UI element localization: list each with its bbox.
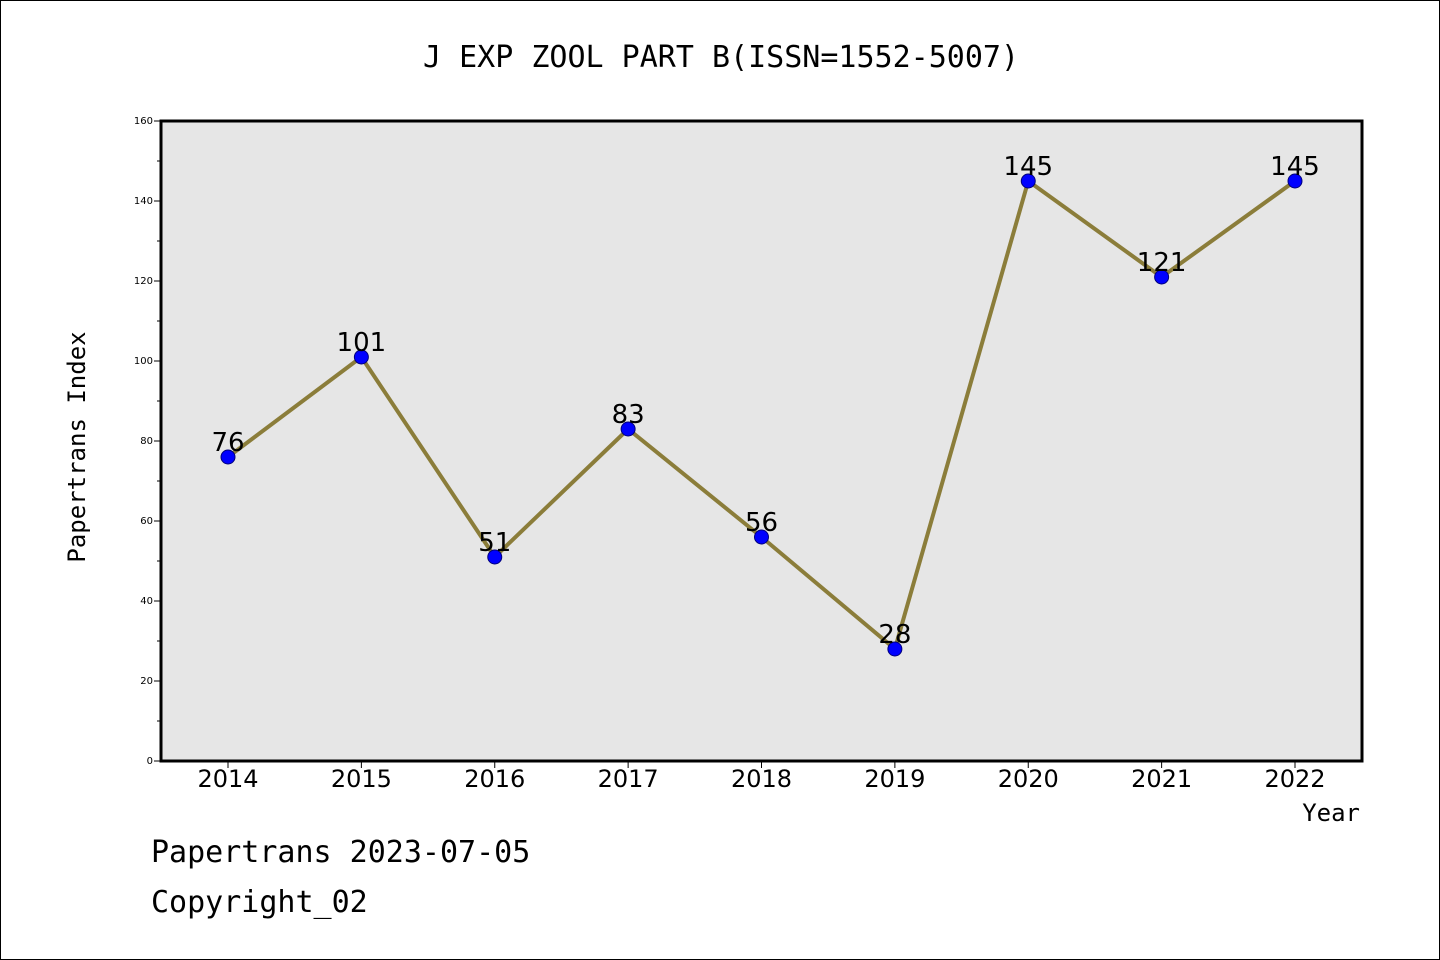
data-point (754, 529, 769, 545)
x-tick-label: 2021 (1131, 765, 1192, 793)
y-axis-label: Papertrans Index (63, 331, 91, 562)
data-point (487, 549, 503, 565)
y-tick-label: 100 (134, 356, 153, 367)
data-label: 145 (1270, 152, 1320, 182)
x-tick-label: 2020 (998, 765, 1059, 793)
y-tick-label: 40 (140, 596, 153, 607)
footer-date: Papertrans 2023-07-05 (151, 835, 531, 870)
data-point (1287, 173, 1303, 189)
x-tick-label: 2016 (464, 765, 525, 793)
plot-area (159, 119, 1364, 763)
data-point (620, 421, 636, 437)
data-point (1020, 173, 1036, 189)
data-point (887, 641, 903, 657)
y-tick-label: 20 (140, 676, 153, 687)
x-tick-label: 2022 (1264, 765, 1325, 793)
data-point (1154, 269, 1170, 285)
x-axis-label: Year (1302, 799, 1360, 827)
y-tick-label: 140 (134, 196, 153, 207)
data-label: 76 (211, 428, 244, 458)
y-tick-label: 80 (140, 436, 153, 447)
data-point (220, 449, 236, 465)
data-label: 28 (878, 620, 911, 650)
x-tick-label: 2015 (331, 765, 392, 793)
footer-copyright: Copyright_02 (151, 885, 368, 920)
series-layer: 76 101 51 83 56 28 145 121 145 (211, 152, 1320, 657)
y-tick-label: 0 (147, 756, 153, 767)
y-tick-label: 60 (140, 516, 153, 527)
x-tick-label: 2014 (197, 765, 258, 793)
y-tick-label: 120 (134, 276, 153, 287)
data-label: 101 (337, 328, 387, 358)
data-label: 83 (612, 400, 645, 430)
data-label: 121 (1137, 248, 1187, 278)
data-label: 51 (478, 528, 511, 558)
data-label: 56 (745, 508, 778, 538)
y-tick-label: 160 (134, 116, 153, 127)
data-label: 145 (1003, 152, 1053, 182)
x-axis: 2014 2015 2016 2017 2018 2019 2020 2021 2022 (197, 761, 1326, 793)
data-point (353, 349, 369, 365)
y-axis: 0 20 40 60 80 100 120 140 160 (134, 116, 161, 767)
x-tick-label: 2017 (598, 765, 659, 793)
x-tick-label: 2018 (731, 765, 792, 793)
chart-title: J EXP ZOOL PART B(ISSN=1552-5007) (423, 40, 1019, 75)
x-tick-label: 2019 (864, 765, 925, 793)
